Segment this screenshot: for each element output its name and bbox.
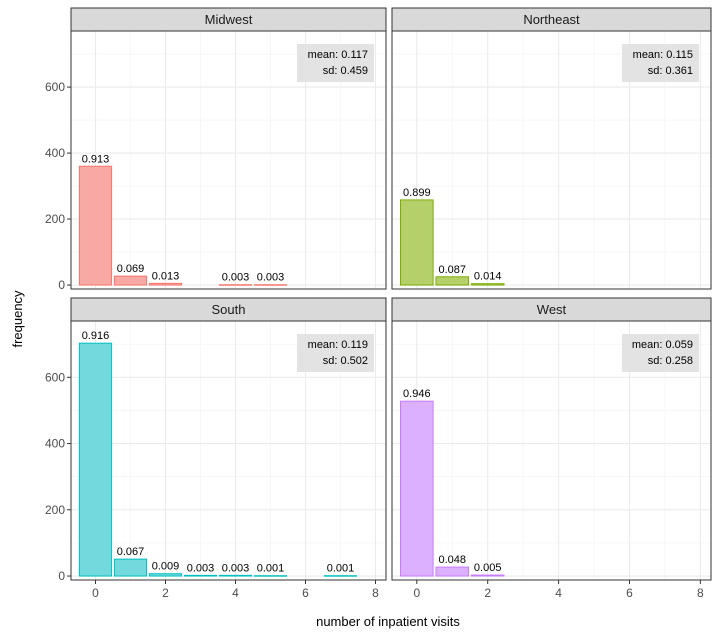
panel-border [391, 30, 712, 290]
bar-south-4 [218, 574, 253, 577]
bar-label: 0.003 [187, 562, 215, 574]
mean-label: mean: 0.059 [632, 339, 693, 351]
facet-title: West [537, 302, 567, 317]
y-tick-label: 600 [45, 80, 65, 94]
x-tick-label: 2 [162, 586, 169, 600]
mean-label: mean: 0.115 [633, 49, 693, 61]
bar-south-3 [183, 574, 218, 577]
bar-west-1 [435, 566, 470, 577]
y-tick-label: 600 [45, 370, 65, 384]
x-tick-label: 4 [232, 586, 239, 600]
x-tick-label: 2 [484, 586, 491, 600]
bar-label: 0.899 [403, 187, 431, 199]
sd-label: sd: 0.502 [323, 355, 368, 367]
bar-label: 0.005 [474, 562, 502, 574]
y-tick-label: 200 [45, 212, 65, 226]
x-tick-label: 6 [626, 586, 633, 600]
bar-label: 0.001 [257, 563, 285, 575]
bar-label: 0.913 [82, 153, 110, 165]
facet-south: South 0.916 0.067 0.009 0.003 0.003 0.001 0.001… [45, 297, 387, 600]
bar-label: 0.069 [117, 263, 145, 275]
y-tick-label: 400 [45, 146, 65, 160]
stats-box [622, 334, 699, 372]
sd-label: sd: 0.258 [648, 355, 693, 367]
x-tick-label: 0 [413, 586, 420, 600]
x-tick-label: 8 [697, 586, 704, 600]
bar-south-1 [113, 558, 148, 577]
x-tick-label: 6 [302, 586, 309, 600]
bar-label: 0.003 [257, 272, 285, 284]
bar-label: 0.003 [222, 272, 250, 284]
bar-northeast-2 [470, 283, 505, 286]
panel-border [70, 320, 387, 581]
bar-south-5 [253, 575, 288, 577]
bar-label: 0.067 [117, 546, 145, 558]
y-axis-title: frequency [10, 290, 25, 348]
facet-west: West 0.946 0.048 0.005 mean: 0.059 sd: 0.258 0… [391, 297, 712, 600]
sd-label: sd: 0.361 [648, 65, 693, 77]
x-tick-label: 4 [555, 586, 562, 600]
bar-midwest-5 [253, 284, 288, 286]
stats-box [297, 334, 374, 372]
bar-label: 0.916 [82, 330, 110, 342]
bar-south-0 [78, 342, 113, 577]
x-axis-title: number of inpatient visits [316, 614, 460, 629]
stats-box [622, 44, 699, 82]
facet-midwest: Midwest 0.913 0.069 0.013 0.003 0.003 mean: 0.… [45, 7, 387, 292]
mean-label: mean: 0.117 [308, 49, 368, 61]
y-tick-label: 0 [58, 569, 65, 583]
bar-midwest-0 [78, 165, 113, 286]
bar-west-2 [470, 574, 505, 577]
bar-northeast-0 [400, 199, 434, 286]
facet-northeast: Northeast 0.899 0.087 0.014 mean: 0.115 sd: 0… [391, 7, 712, 290]
bar-label: 0.009 [152, 561, 180, 573]
y-tick-label: 200 [45, 503, 65, 517]
mean-label: mean: 0.119 [308, 339, 368, 351]
sd-label: sd: 0.459 [323, 65, 368, 77]
panel-border [391, 320, 712, 581]
facet-panels: Midwest 0.913 0.069 0.013 0.003 0.003 mean: 0.… [45, 7, 712, 600]
bar-label: 0.048 [438, 554, 466, 566]
bar-label: 0.013 [152, 270, 180, 282]
bar-south-2 [148, 573, 183, 577]
bar-northeast-1 [435, 276, 470, 286]
bar-label: 0.003 [222, 562, 250, 574]
panel-border [70, 30, 387, 290]
bar-label: 0.946 [403, 388, 431, 400]
bar-label: 0.014 [474, 271, 502, 283]
bar-midwest-4 [218, 284, 253, 286]
stats-box [297, 44, 374, 82]
y-tick-label: 0 [58, 278, 65, 292]
bar-label: 0.087 [438, 264, 466, 276]
bar-midwest-1 [113, 275, 148, 286]
x-tick-label: 0 [92, 586, 99, 600]
y-tick-label: 400 [45, 437, 65, 451]
bar-label: 0.001 [327, 563, 355, 575]
bar-west-0 [400, 400, 434, 577]
facet-title: South [212, 302, 246, 317]
x-tick-label: 8 [372, 586, 379, 600]
facet-title: Northeast [523, 12, 580, 27]
bar-south-7 [323, 575, 358, 577]
bar-midwest-2 [148, 282, 183, 286]
facet-title: Midwest [205, 12, 253, 27]
